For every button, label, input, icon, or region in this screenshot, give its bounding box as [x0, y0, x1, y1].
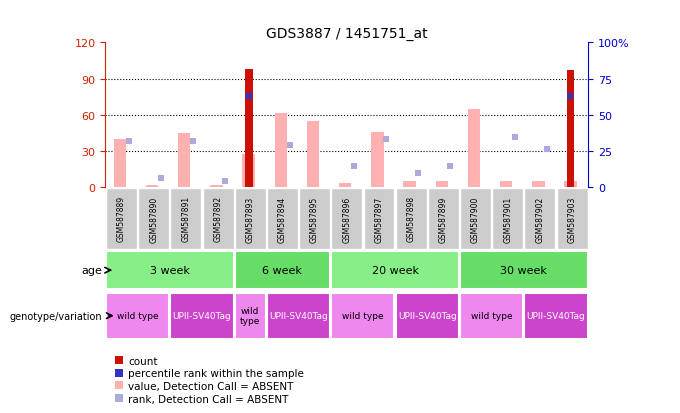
FancyBboxPatch shape: [460, 252, 588, 290]
FancyBboxPatch shape: [524, 188, 556, 249]
Bar: [500, 182, 512, 188]
Text: age: age: [81, 266, 102, 275]
Text: UPII-SV40Tag: UPII-SV40Tag: [526, 311, 585, 320]
FancyBboxPatch shape: [396, 293, 459, 339]
FancyBboxPatch shape: [235, 293, 266, 339]
Bar: [566, 71, 575, 188]
FancyBboxPatch shape: [235, 188, 266, 249]
FancyBboxPatch shape: [396, 188, 426, 249]
FancyBboxPatch shape: [171, 293, 233, 339]
FancyBboxPatch shape: [203, 188, 233, 249]
FancyBboxPatch shape: [267, 188, 298, 249]
Text: GSM587897: GSM587897: [375, 196, 384, 242]
Text: 3 week: 3 week: [150, 266, 190, 275]
Bar: [114, 140, 126, 188]
FancyBboxPatch shape: [331, 293, 394, 339]
Text: UPII-SV40Tag: UPII-SV40Tag: [173, 311, 231, 320]
Text: GSM587896: GSM587896: [342, 196, 352, 242]
Bar: [146, 185, 158, 188]
Text: GSM587898: GSM587898: [407, 196, 415, 242]
Text: GSM587901: GSM587901: [503, 196, 512, 242]
FancyBboxPatch shape: [557, 188, 588, 249]
FancyBboxPatch shape: [524, 293, 588, 339]
Bar: [403, 182, 415, 188]
Text: GSM587891: GSM587891: [182, 196, 190, 242]
FancyBboxPatch shape: [138, 188, 169, 249]
FancyBboxPatch shape: [267, 293, 330, 339]
Text: GSM587894: GSM587894: [278, 196, 287, 242]
Bar: [243, 154, 255, 188]
FancyBboxPatch shape: [106, 252, 233, 290]
FancyBboxPatch shape: [106, 293, 169, 339]
FancyBboxPatch shape: [331, 252, 459, 290]
Text: 30 week: 30 week: [500, 266, 547, 275]
Text: GSM587893: GSM587893: [245, 196, 255, 242]
Text: GSM587900: GSM587900: [471, 196, 480, 242]
Bar: [210, 185, 222, 188]
Bar: [339, 183, 352, 188]
FancyBboxPatch shape: [364, 188, 394, 249]
FancyBboxPatch shape: [460, 293, 523, 339]
Text: GSM587892: GSM587892: [214, 196, 222, 242]
Text: 20 week: 20 week: [371, 266, 419, 275]
Text: GSM587902: GSM587902: [535, 196, 545, 242]
Text: GSM587895: GSM587895: [310, 196, 319, 242]
Bar: [307, 122, 319, 188]
Bar: [178, 134, 190, 188]
Text: GSM587899: GSM587899: [439, 196, 448, 242]
Bar: [371, 133, 384, 188]
Bar: [564, 182, 577, 188]
Bar: [532, 182, 545, 188]
Bar: [436, 182, 448, 188]
FancyBboxPatch shape: [428, 188, 459, 249]
FancyBboxPatch shape: [299, 188, 330, 249]
Text: GSM587903: GSM587903: [568, 196, 577, 242]
Bar: [468, 109, 480, 188]
Text: wild type: wild type: [117, 311, 158, 320]
Text: UPII-SV40Tag: UPII-SV40Tag: [269, 311, 328, 320]
Text: 6 week: 6 week: [262, 266, 303, 275]
Text: wild type: wild type: [342, 311, 384, 320]
FancyBboxPatch shape: [492, 188, 523, 249]
Legend: count, percentile rank within the sample, value, Detection Call = ABSENT, rank, : count, percentile rank within the sample…: [111, 352, 308, 408]
Bar: [275, 113, 287, 188]
Text: genotype/variation: genotype/variation: [10, 311, 102, 321]
FancyBboxPatch shape: [331, 188, 362, 249]
Text: wild
type: wild type: [240, 306, 260, 325]
Title: GDS3887 / 1451751_at: GDS3887 / 1451751_at: [266, 27, 428, 41]
FancyBboxPatch shape: [171, 188, 201, 249]
Text: GSM587889: GSM587889: [117, 196, 126, 242]
Text: wild type: wild type: [471, 311, 513, 320]
FancyBboxPatch shape: [235, 252, 330, 290]
Text: UPII-SV40Tag: UPII-SV40Tag: [398, 311, 457, 320]
FancyBboxPatch shape: [106, 188, 137, 249]
Bar: [245, 70, 252, 188]
Text: GSM587890: GSM587890: [149, 196, 158, 242]
FancyBboxPatch shape: [460, 188, 491, 249]
